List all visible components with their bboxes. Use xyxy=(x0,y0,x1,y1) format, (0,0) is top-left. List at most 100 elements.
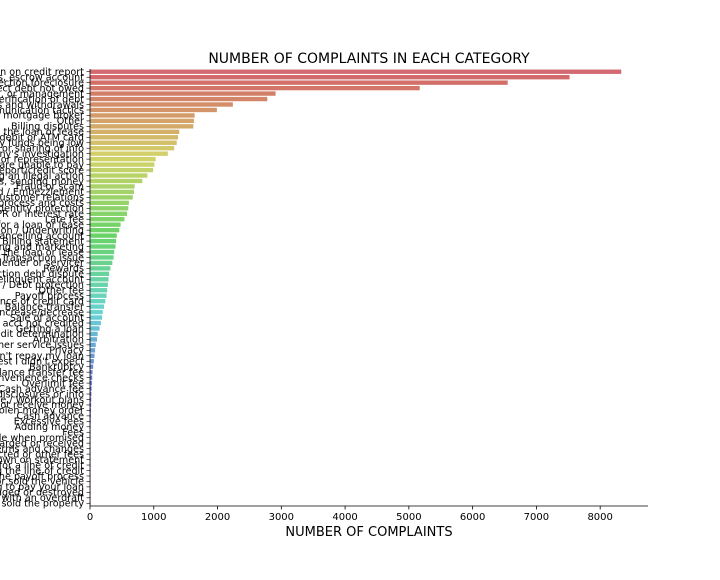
bar xyxy=(90,342,96,348)
x-tick-label: 3000 xyxy=(269,512,294,523)
bar xyxy=(90,113,195,118)
y-tick-label: Unable to get credit report/credit score xyxy=(0,165,84,176)
y-tick-label: Problems caused by my funds being low xyxy=(0,138,84,149)
y-tick-label: Advertising and marketing xyxy=(0,242,84,253)
y-tick-label: APR or interest rate xyxy=(0,209,84,220)
bar xyxy=(90,124,194,129)
y-tick-label: Cash advance xyxy=(17,411,85,422)
y-tick-label: Arbitration xyxy=(33,335,84,346)
y-tick-label: Unexpected or other fees xyxy=(0,449,84,460)
y-tick-label: Forbearance / Workout plans xyxy=(0,395,84,406)
bar xyxy=(90,337,98,342)
x-tick-label: 5000 xyxy=(396,512,421,523)
bar xyxy=(90,315,103,320)
y-tick-label: Payoff process xyxy=(15,291,84,302)
y-tick-label: Transaction issue xyxy=(0,253,84,264)
y-tick-label: Cont'd attempts collect debt not owed xyxy=(0,83,84,94)
bar xyxy=(90,233,117,238)
bar xyxy=(90,167,154,173)
y-tick-label: Account opening, closing, or management xyxy=(0,89,84,100)
y-axis-category-labels: Incorrect information on credit reportLo… xyxy=(0,67,84,510)
x-tick-label: 6000 xyxy=(460,512,485,523)
y-tick-label: Taking out the loan or lease xyxy=(0,247,84,258)
bar xyxy=(90,249,115,255)
bar xyxy=(90,189,135,195)
y-tick-label: Disclosure verification of debt xyxy=(0,94,84,105)
bar xyxy=(90,80,508,85)
y-tick-label: Unsolicited issuance of credit card xyxy=(0,296,84,307)
y-tick-label: False statements or representation xyxy=(0,154,84,165)
y-tick-label: Wrong amount charged or received xyxy=(0,438,84,449)
bar xyxy=(90,282,108,287)
bar xyxy=(90,118,194,124)
y-tick-label: Convenience checks xyxy=(0,373,84,384)
bar xyxy=(90,238,117,244)
y-tick-label: Bankruptcy xyxy=(29,362,84,373)
y-tick-label: Getting a loan xyxy=(16,324,84,335)
y-tick-label: Balance transfer fee xyxy=(0,367,84,378)
y-tick-label: Balance transfer xyxy=(5,302,84,313)
y-tick-label: Credit line increase/decrease xyxy=(0,307,84,318)
y-tick-label: Settlement process and costs xyxy=(0,198,84,209)
bar xyxy=(90,129,180,135)
y-tick-label: Overlimit fee xyxy=(22,378,85,389)
bar xyxy=(90,386,92,391)
bar xyxy=(90,75,570,80)
bar xyxy=(90,91,276,96)
y-tick-label: Identity theft / Fraud / Embezzlement xyxy=(0,187,84,198)
bar xyxy=(90,206,129,211)
y-tick-label: Using a debit or ATM card xyxy=(0,133,84,144)
bar xyxy=(90,162,155,167)
bar xyxy=(90,397,92,402)
bar xyxy=(90,326,100,331)
y-tick-label: Vehicle was damaged or destroyed xyxy=(0,488,84,499)
y-tick-label: Incorrect/missing disclosures or info xyxy=(0,389,84,400)
y-tick-label: Managing the loan or lease xyxy=(0,127,84,138)
bar xyxy=(90,222,121,227)
y-tick-label: Managing the line of credit xyxy=(0,466,84,477)
y-tick-label: Can't repay my loan xyxy=(0,351,84,362)
y-tick-label: Excessive fees xyxy=(14,417,84,428)
bar xyxy=(90,320,101,326)
bar xyxy=(90,298,106,304)
y-tick-label: Fraud or scam xyxy=(16,182,84,193)
y-tick-label: Shopping for a loan or lease xyxy=(0,220,84,231)
y-tick-label: Problem with a purchase shown on stateme… xyxy=(0,455,84,466)
bar xyxy=(90,309,103,315)
y-tick-label: Closing/Cancelling account xyxy=(0,231,84,242)
bar xyxy=(90,184,135,189)
bars-group xyxy=(90,69,622,506)
y-tick-label: Lender sold the property xyxy=(0,499,84,510)
y-tick-label: Communication tactics xyxy=(0,105,84,116)
bar xyxy=(90,195,133,200)
y-tick-label: Customer service / Customer relations xyxy=(0,193,84,204)
bar xyxy=(90,102,233,107)
y-tick-label: Credit determination xyxy=(0,329,84,340)
chart-title: NUMBER OF COMPLAINTS IN EACH CATEGORY xyxy=(208,51,530,67)
bar xyxy=(90,304,105,309)
axes xyxy=(89,69,648,507)
bar xyxy=(90,244,116,249)
y-tick-label: Customer service issues xyxy=(0,340,84,351)
x-axis-ticks: 0 1000 2000 3000 4000 5000 6000 7000 8000 xyxy=(86,71,613,523)
bar xyxy=(90,348,96,353)
bar xyxy=(90,227,120,233)
bar xyxy=(90,96,268,102)
bar xyxy=(90,266,111,271)
bar xyxy=(90,288,108,293)
y-tick-label: Charged fees or interest I didn't expect xyxy=(0,357,84,368)
bar xyxy=(90,151,168,156)
bar xyxy=(90,277,109,282)
y-tick-label: Billing statement xyxy=(2,236,84,247)
y-tick-label: Improper contact or sharing of info xyxy=(0,144,84,155)
y-tick-label: Making/receiving payments, sending money xyxy=(0,176,84,187)
x-tick-label: 8000 xyxy=(587,512,612,523)
y-tick-label: Deposits and withdrawals xyxy=(0,100,84,111)
y-tick-label: Payment to acct not credited xyxy=(0,318,84,329)
bar xyxy=(90,211,127,216)
y-tick-label: Loan modification,collection,foreclosure xyxy=(0,78,84,89)
y-tick-label: Lender repossessed or sold the vehicle xyxy=(0,477,84,488)
bar xyxy=(90,135,179,140)
bar xyxy=(90,156,156,162)
